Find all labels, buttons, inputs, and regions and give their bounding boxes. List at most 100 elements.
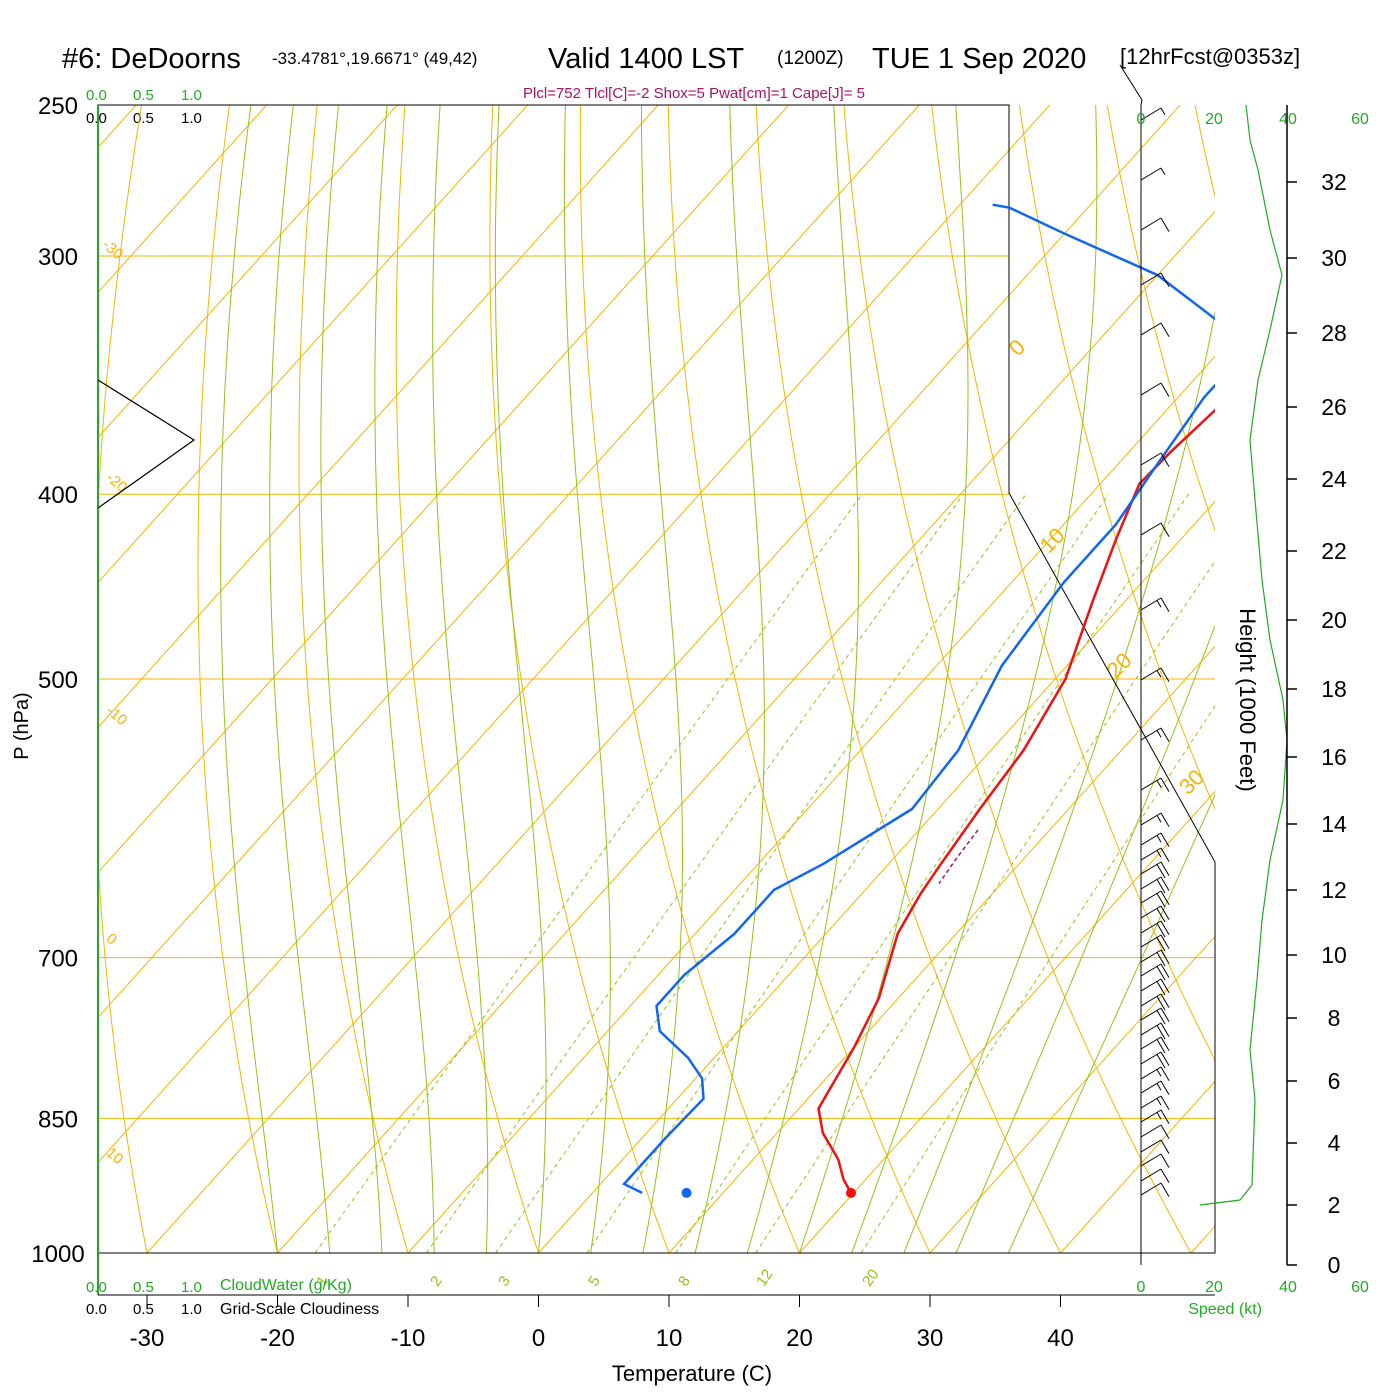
wind-barb — [1140, 1066, 1170, 1081]
wind-barb-feather — [1160, 1124, 1170, 1139]
wind-barb — [1140, 167, 1166, 181]
dry-label-5: 0 — [1004, 334, 1030, 360]
wind-barb-feather — [1160, 452, 1170, 467]
x-tick-label: 40 — [1047, 1325, 1074, 1352]
wind-barb-feather — [1160, 1007, 1170, 1022]
wind-barb — [1140, 1139, 1170, 1154]
temperature-axis: -30 -20 -10 0 10 20 30 40 — [130, 1295, 1074, 1352]
speed-bottom-tick-0: 0 — [1137, 1279, 1146, 1296]
y-tick-label: 500 — [38, 667, 78, 694]
wind-barb-staff — [1140, 452, 1162, 466]
wind-barb — [1140, 1153, 1170, 1168]
isotherm-line — [668, 645, 1215, 1254]
speed-top-tick-2: 40 — [1279, 111, 1297, 128]
dry-label-3: 0 — [103, 930, 120, 948]
cloudiness-top-tick-1: 0.5 — [133, 110, 154, 127]
wind-barb-feather — [1156, 1083, 1162, 1091]
height-tick-label: 20 — [1321, 607, 1347, 633]
mixing-ratio-line — [586, 493, 1110, 1254]
wind-barb — [1140, 217, 1170, 232]
wind-barb-staff — [1140, 1051, 1162, 1065]
wind-barb-staff — [1140, 1139, 1162, 1153]
dry-label-7: 20 — [1102, 648, 1137, 683]
y-tick-label: 400 — [38, 482, 78, 509]
wind-barb-staff — [1140, 777, 1162, 791]
dry-label-8: 30 — [1174, 764, 1209, 799]
height-tick-label: 2 — [1328, 1192, 1341, 1218]
wind-barb-staff — [1140, 522, 1162, 536]
wind-barb — [1140, 920, 1170, 938]
wind-barb-staff — [1140, 1066, 1162, 1080]
dry-adiabat-line — [298, 105, 409, 1254]
wind-barb — [1140, 1168, 1170, 1183]
wind-barb — [1140, 832, 1170, 847]
wind-barb — [1140, 890, 1170, 908]
wind-barb — [1140, 1109, 1170, 1124]
wind-barb — [1140, 876, 1170, 894]
isotherm-line — [98, 105, 529, 584]
wind-barb-feather — [1160, 382, 1170, 397]
dry-label-2: -10 — [103, 702, 131, 729]
wind-barb-staff — [1140, 847, 1162, 861]
wind-barb-staff — [1140, 167, 1162, 181]
x-tick-label: 20 — [786, 1325, 813, 1352]
x-tick-label: -10 — [391, 1325, 426, 1352]
cloudwater-bottom-tick-2: 1.0 — [181, 1279, 202, 1296]
wind-barb-staff — [1140, 1168, 1162, 1182]
wind-barb-staff — [1140, 832, 1162, 846]
wind-barb-staff — [1140, 993, 1162, 1007]
cloudwater-top-tick-1: 0.5 — [133, 87, 154, 104]
moist-adiabat-line — [903, 309, 1215, 1254]
moist-adiabat-line — [432, 105, 489, 1254]
dry-adiabat-line — [197, 105, 278, 1254]
y-tick-label: 700 — [38, 946, 78, 973]
cloudiness-label: Grid-Scale Cloudiness — [220, 1301, 379, 1318]
wind-barb-feather — [1160, 272, 1170, 287]
dry-label-6: 10 — [1035, 523, 1070, 558]
mix-label-4: 8 — [675, 1273, 694, 1290]
wind-barb — [1140, 1080, 1170, 1095]
wind-barb-feather — [1160, 949, 1170, 964]
wind-barb-staff — [1140, 812, 1162, 826]
wind-barb — [1140, 1124, 1170, 1139]
wind-barb — [1140, 1022, 1170, 1040]
y-tick-label: 250 — [38, 93, 78, 120]
moist-adiabat-line — [851, 105, 1098, 1254]
wind-barb — [1140, 1036, 1170, 1054]
wind-barb — [1140, 777, 1170, 792]
cloudiness-top-tick-0: 0.0 — [86, 110, 107, 127]
isotherm-line — [929, 935, 1215, 1254]
wind-barb-staff — [1140, 1182, 1162, 1196]
height-tick-label: 8 — [1328, 1005, 1341, 1031]
wind-barb-staff — [1140, 1022, 1162, 1036]
wind-barb-staff — [1140, 1080, 1162, 1094]
wind-barb — [1140, 522, 1170, 537]
mix-label-5: 12 — [753, 1266, 776, 1289]
dry-adiabat-line — [843, 105, 1192, 1254]
wind-barb-feather — [1160, 727, 1170, 742]
wind-barb-staff — [1140, 597, 1162, 611]
height-tick-label: 6 — [1328, 1068, 1341, 1094]
wind-barb — [1140, 597, 1170, 612]
x-tick-label: 30 — [917, 1325, 944, 1352]
wind-barb-feather — [1160, 832, 1170, 847]
wind-barb-staff — [1140, 1153, 1162, 1167]
station-title: #6: DeDoorns — [62, 43, 241, 75]
wind-barb-feather — [1156, 1025, 1166, 1040]
moist-adiabat-line — [220, 105, 278, 1254]
mix-label-1: 2 — [427, 1273, 446, 1290]
surface-dewpoint-point — [681, 1187, 692, 1198]
height-tick-label: 22 — [1321, 538, 1347, 564]
wind-barb-feather — [1160, 1095, 1170, 1110]
mix-label-6: 20 — [859, 1266, 882, 1289]
wind-barb-staff — [1140, 890, 1162, 904]
height-tick-label: 16 — [1321, 744, 1347, 770]
isotherm-line — [538, 500, 1215, 1254]
wind-barb-feather — [1156, 1054, 1166, 1069]
cloudwater-bottom-tick-1: 0.5 — [133, 1279, 154, 1296]
mixing-ratio-line — [314, 493, 863, 1254]
wind-barb-feather — [1160, 847, 1170, 862]
wind-barb — [1140, 905, 1170, 923]
height-tick-label: 14 — [1321, 811, 1347, 837]
mixing-ratio-line — [755, 560, 1215, 1254]
